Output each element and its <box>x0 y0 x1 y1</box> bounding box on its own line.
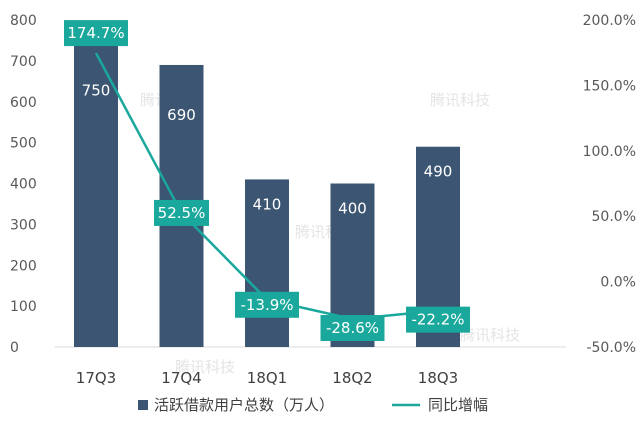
line-label-box-18Q2 <box>320 315 385 342</box>
x-tick-17Q3: 17Q3 <box>76 369 116 387</box>
left-axis-ticks: 0 100 200 300 400 500 600 700 800 <box>10 13 37 356</box>
right-tick-0.0%: 0.0% <box>600 275 636 291</box>
right-tick--50.0%: -50.0% <box>586 340 636 356</box>
left-tick-200: 200 <box>10 258 37 274</box>
bar-18Q1 <box>245 179 289 347</box>
right-axis-ticks: -50.0% 0.0% 50.0% 100.0% 150.0% 200.0% <box>583 13 636 356</box>
bar-label-17Q3: 750 <box>82 81 111 99</box>
bar-label-18Q2: 400 <box>338 200 367 218</box>
left-tick-500: 500 <box>10 136 37 152</box>
right-tick-100.0%: 100.0% <box>583 144 636 160</box>
x-tick-17Q4: 17Q4 <box>161 369 201 387</box>
line-label-18Q3: -22.2% <box>406 306 470 333</box>
line-label-text-18Q2: -28.6% <box>326 319 379 337</box>
watermark-4: 腾讯科技 <box>175 358 235 376</box>
legend-line-label: 同比增幅 <box>428 396 488 414</box>
bar-label-18Q1: 410 <box>253 195 282 213</box>
bar-labels: 750 690 410 400 490 <box>82 81 453 217</box>
watermark-1: 腾讯科技 <box>430 91 490 109</box>
line-label-18Q2: -28.6% <box>320 315 385 342</box>
left-tick-800: 800 <box>10 13 37 29</box>
line-label-17Q4: 52.5% <box>154 199 209 226</box>
left-tick-100: 100 <box>10 299 37 315</box>
right-tick-200.0%: 200.0% <box>583 13 636 29</box>
line-label-text-17Q3: 174.7% <box>67 24 124 42</box>
legend-bar-label: 活跃借款用户总数（万人） <box>154 396 334 414</box>
x-axis-ticks: 17Q3 17Q4 18Q1 18Q2 18Q3 <box>76 369 458 387</box>
line-label-text-17Q4: 52.5% <box>158 204 206 222</box>
line-label-text-18Q1: -13.9% <box>240 296 293 314</box>
right-tick-150.0%: 150.0% <box>583 78 636 94</box>
left-tick-400: 400 <box>10 177 37 193</box>
legend-bar-swatch <box>138 400 148 410</box>
line-label-box-17Q3 <box>64 20 128 47</box>
left-tick-700: 700 <box>10 54 37 70</box>
line-label-17Q3: 174.7% <box>64 20 128 47</box>
line-label-box-18Q1 <box>235 291 299 318</box>
bar-label-17Q4: 690 <box>167 106 196 124</box>
left-tick-300: 300 <box>10 217 37 233</box>
line-label-18Q1: -13.9% <box>235 291 299 318</box>
right-tick-50.0%: 50.0% <box>592 209 636 225</box>
x-tick-18Q3: 18Q3 <box>418 369 458 387</box>
watermark-3: 腾讯科技 <box>460 326 520 344</box>
left-tick-600: 600 <box>10 95 37 111</box>
bar-17Q3 <box>74 40 118 347</box>
left-tick-0: 0 <box>10 340 19 356</box>
legend: 活跃借款用户总数（万人） 同比增幅 <box>138 396 488 414</box>
bar-label-18Q3: 490 <box>424 163 453 181</box>
line-label-box-17Q4 <box>154 199 209 226</box>
x-tick-18Q1: 18Q1 <box>247 369 287 387</box>
line-label-text-18Q3: -22.2% <box>411 311 464 329</box>
x-tick-18Q2: 18Q2 <box>332 369 372 387</box>
line-labels: 174.7% 52.5% -13.9% -28.6% -22.2% <box>64 20 470 342</box>
line-label-box-18Q3 <box>406 306 470 333</box>
